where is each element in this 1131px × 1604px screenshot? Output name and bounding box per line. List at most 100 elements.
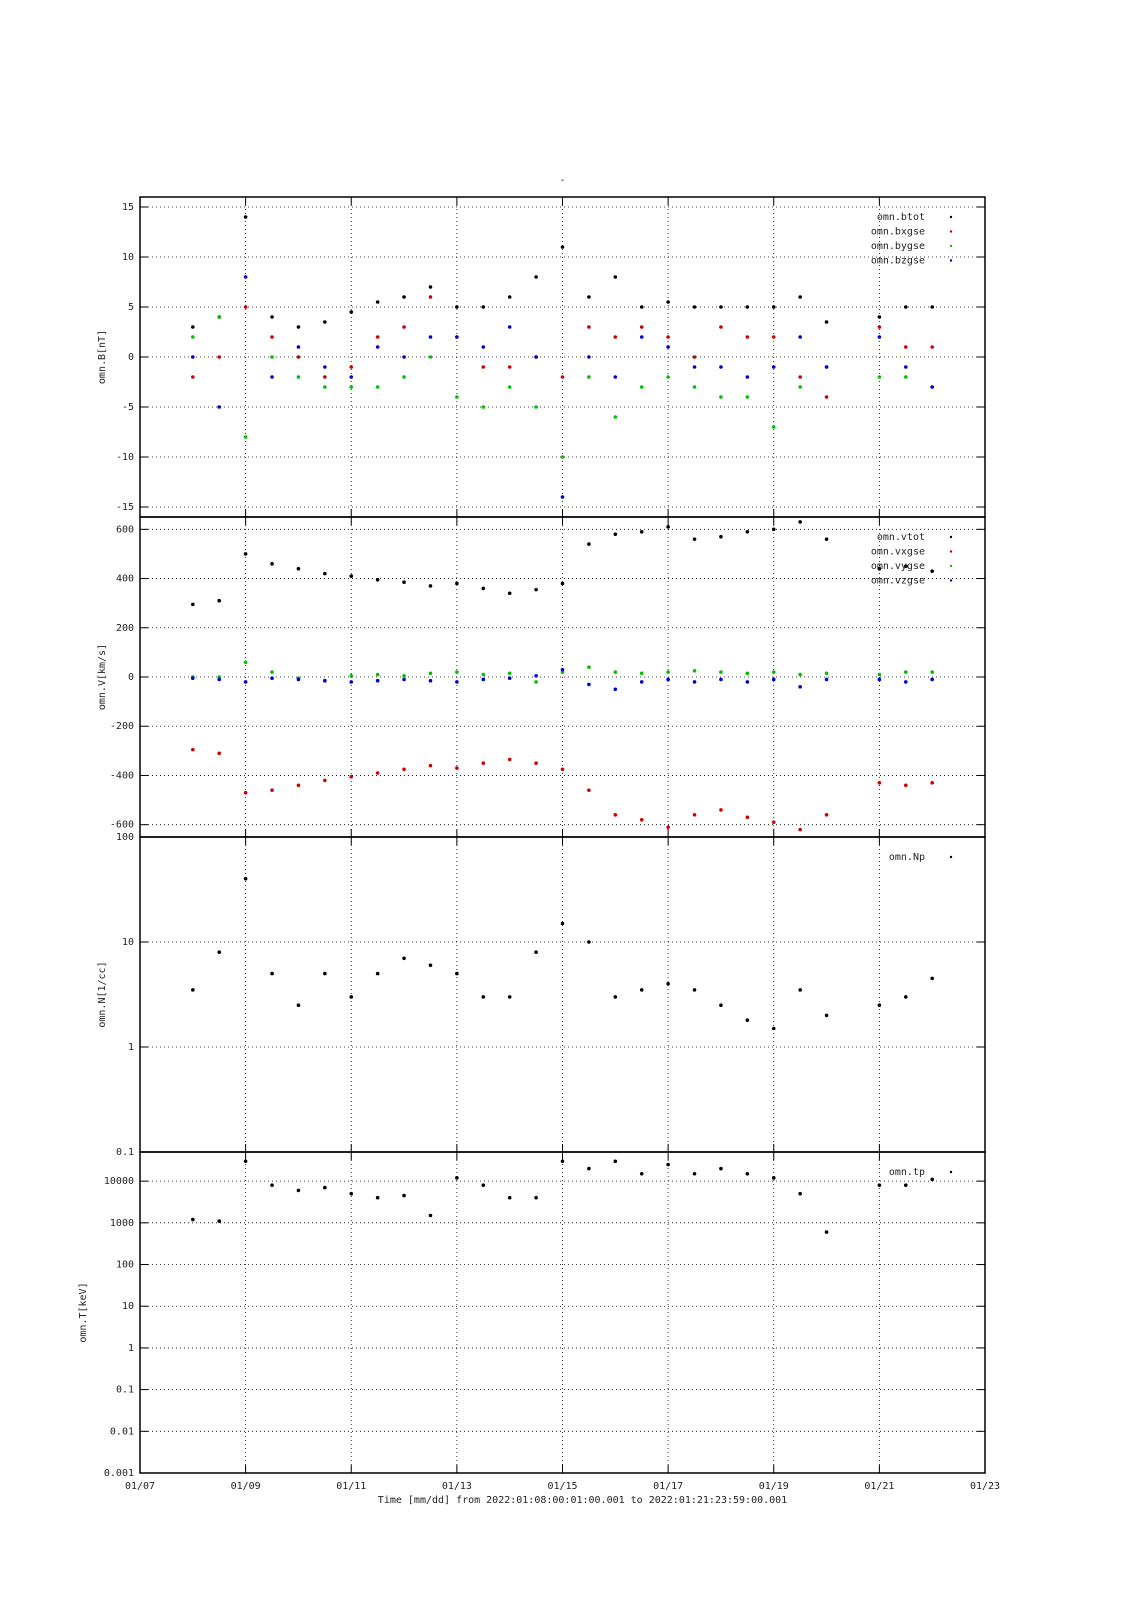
data-point xyxy=(587,940,591,944)
data-point xyxy=(560,921,565,926)
data-point xyxy=(349,365,354,369)
y-tick-label: 10 xyxy=(122,252,134,263)
data-point xyxy=(613,687,618,692)
data-point xyxy=(798,827,802,832)
data-point xyxy=(323,375,327,379)
data-point xyxy=(692,385,697,389)
data-point xyxy=(930,670,934,674)
data-point xyxy=(798,335,802,339)
data-point xyxy=(692,669,697,673)
data-point xyxy=(719,534,723,539)
data-point xyxy=(877,325,882,329)
legend-label: omn.vtot xyxy=(877,532,925,543)
data-point xyxy=(534,680,538,684)
data-point xyxy=(587,325,591,329)
data-point xyxy=(903,365,908,369)
y-axis-label: omn.V[km/s] xyxy=(97,644,108,710)
data-point xyxy=(455,971,459,976)
data-point xyxy=(798,520,802,524)
legend-label: omn.vxgse xyxy=(871,547,925,558)
data-point xyxy=(243,435,248,439)
data-point xyxy=(243,660,248,665)
data-point xyxy=(375,577,380,582)
legend-label: omn.bygse xyxy=(871,241,925,252)
y-tick-label: 1 xyxy=(128,1343,134,1354)
y-axis-label: omn.N[1/cc] xyxy=(97,961,108,1027)
data-point xyxy=(349,385,354,389)
data-point xyxy=(349,1191,354,1196)
y-tick-label: -5 xyxy=(122,402,134,413)
data-point xyxy=(771,1176,776,1180)
data-point xyxy=(666,825,670,829)
data-point xyxy=(903,345,908,349)
data-point xyxy=(692,813,697,817)
data-point xyxy=(455,395,459,399)
data-point xyxy=(719,1003,723,1008)
data-point xyxy=(534,587,538,592)
data-point xyxy=(613,532,618,537)
data-point xyxy=(375,335,380,339)
data-point xyxy=(243,215,248,219)
data-point xyxy=(481,305,486,309)
chart-title: - xyxy=(559,175,565,186)
data-point xyxy=(481,761,486,765)
data-point xyxy=(930,976,934,981)
y-tick-label: 10 xyxy=(122,937,134,948)
data-point xyxy=(877,672,882,677)
x-axis-label: Time [mm/dd] from 2022:01:08:00:01:00.00… xyxy=(378,1495,787,1506)
data-point xyxy=(534,761,538,765)
data-point xyxy=(217,1219,222,1223)
data-point xyxy=(323,678,327,683)
data-point xyxy=(270,355,274,359)
data-point xyxy=(243,790,248,795)
data-point xyxy=(613,995,618,999)
x-tick-label: 01/09 xyxy=(231,1481,261,1492)
data-point xyxy=(402,677,406,682)
data-point xyxy=(349,310,354,314)
data-point xyxy=(323,571,327,576)
data-point xyxy=(771,365,776,369)
data-point xyxy=(481,365,486,369)
data-point xyxy=(719,808,723,812)
data-point xyxy=(771,1026,776,1031)
data-point xyxy=(692,988,697,992)
data-point xyxy=(903,995,908,999)
data-point xyxy=(217,950,222,954)
data-point xyxy=(877,335,882,339)
data-point xyxy=(481,672,486,677)
data-point xyxy=(375,1195,380,1200)
data-point xyxy=(428,285,433,289)
data-point xyxy=(375,672,380,677)
data-point xyxy=(903,564,908,569)
data-point xyxy=(507,671,512,676)
y-tick-label: 0 xyxy=(128,352,134,363)
data-point xyxy=(877,677,882,682)
data-point xyxy=(745,1018,750,1022)
y-tick-label: 0.001 xyxy=(104,1468,134,1479)
legend-label: omn.bzgse xyxy=(871,256,925,267)
data-point xyxy=(428,671,433,676)
data-point xyxy=(745,671,750,676)
data-point xyxy=(666,335,670,339)
data-point xyxy=(349,375,354,379)
data-point xyxy=(903,1183,908,1187)
legend-marker xyxy=(949,535,953,539)
data-point xyxy=(375,678,380,683)
data-point xyxy=(534,275,538,279)
data-point xyxy=(798,295,802,299)
y-tick-label: 5 xyxy=(128,302,134,313)
data-point xyxy=(745,1172,750,1176)
data-point xyxy=(402,295,406,299)
y-tick-label: 10000 xyxy=(104,1176,134,1187)
data-point xyxy=(534,405,538,409)
data-point xyxy=(270,335,274,339)
data-point xyxy=(719,325,723,329)
data-point xyxy=(507,365,512,369)
data-point xyxy=(455,305,459,309)
data-point xyxy=(719,1166,723,1171)
data-point xyxy=(824,1230,829,1234)
data-point xyxy=(587,542,591,546)
data-point xyxy=(455,335,459,339)
data-point xyxy=(877,781,882,785)
data-point xyxy=(666,670,670,674)
